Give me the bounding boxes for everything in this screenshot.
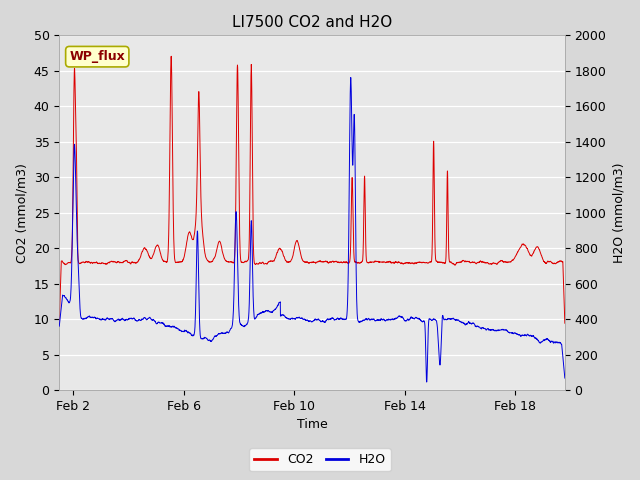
X-axis label: Time: Time bbox=[297, 419, 328, 432]
Y-axis label: CO2 (mmol/m3): CO2 (mmol/m3) bbox=[15, 163, 28, 263]
Title: LI7500 CO2 and H2O: LI7500 CO2 and H2O bbox=[232, 15, 392, 30]
Legend: CO2, H2O: CO2, H2O bbox=[250, 448, 390, 471]
Text: WP_flux: WP_flux bbox=[69, 50, 125, 63]
Y-axis label: H2O (mmol/m3): H2O (mmol/m3) bbox=[612, 162, 625, 263]
